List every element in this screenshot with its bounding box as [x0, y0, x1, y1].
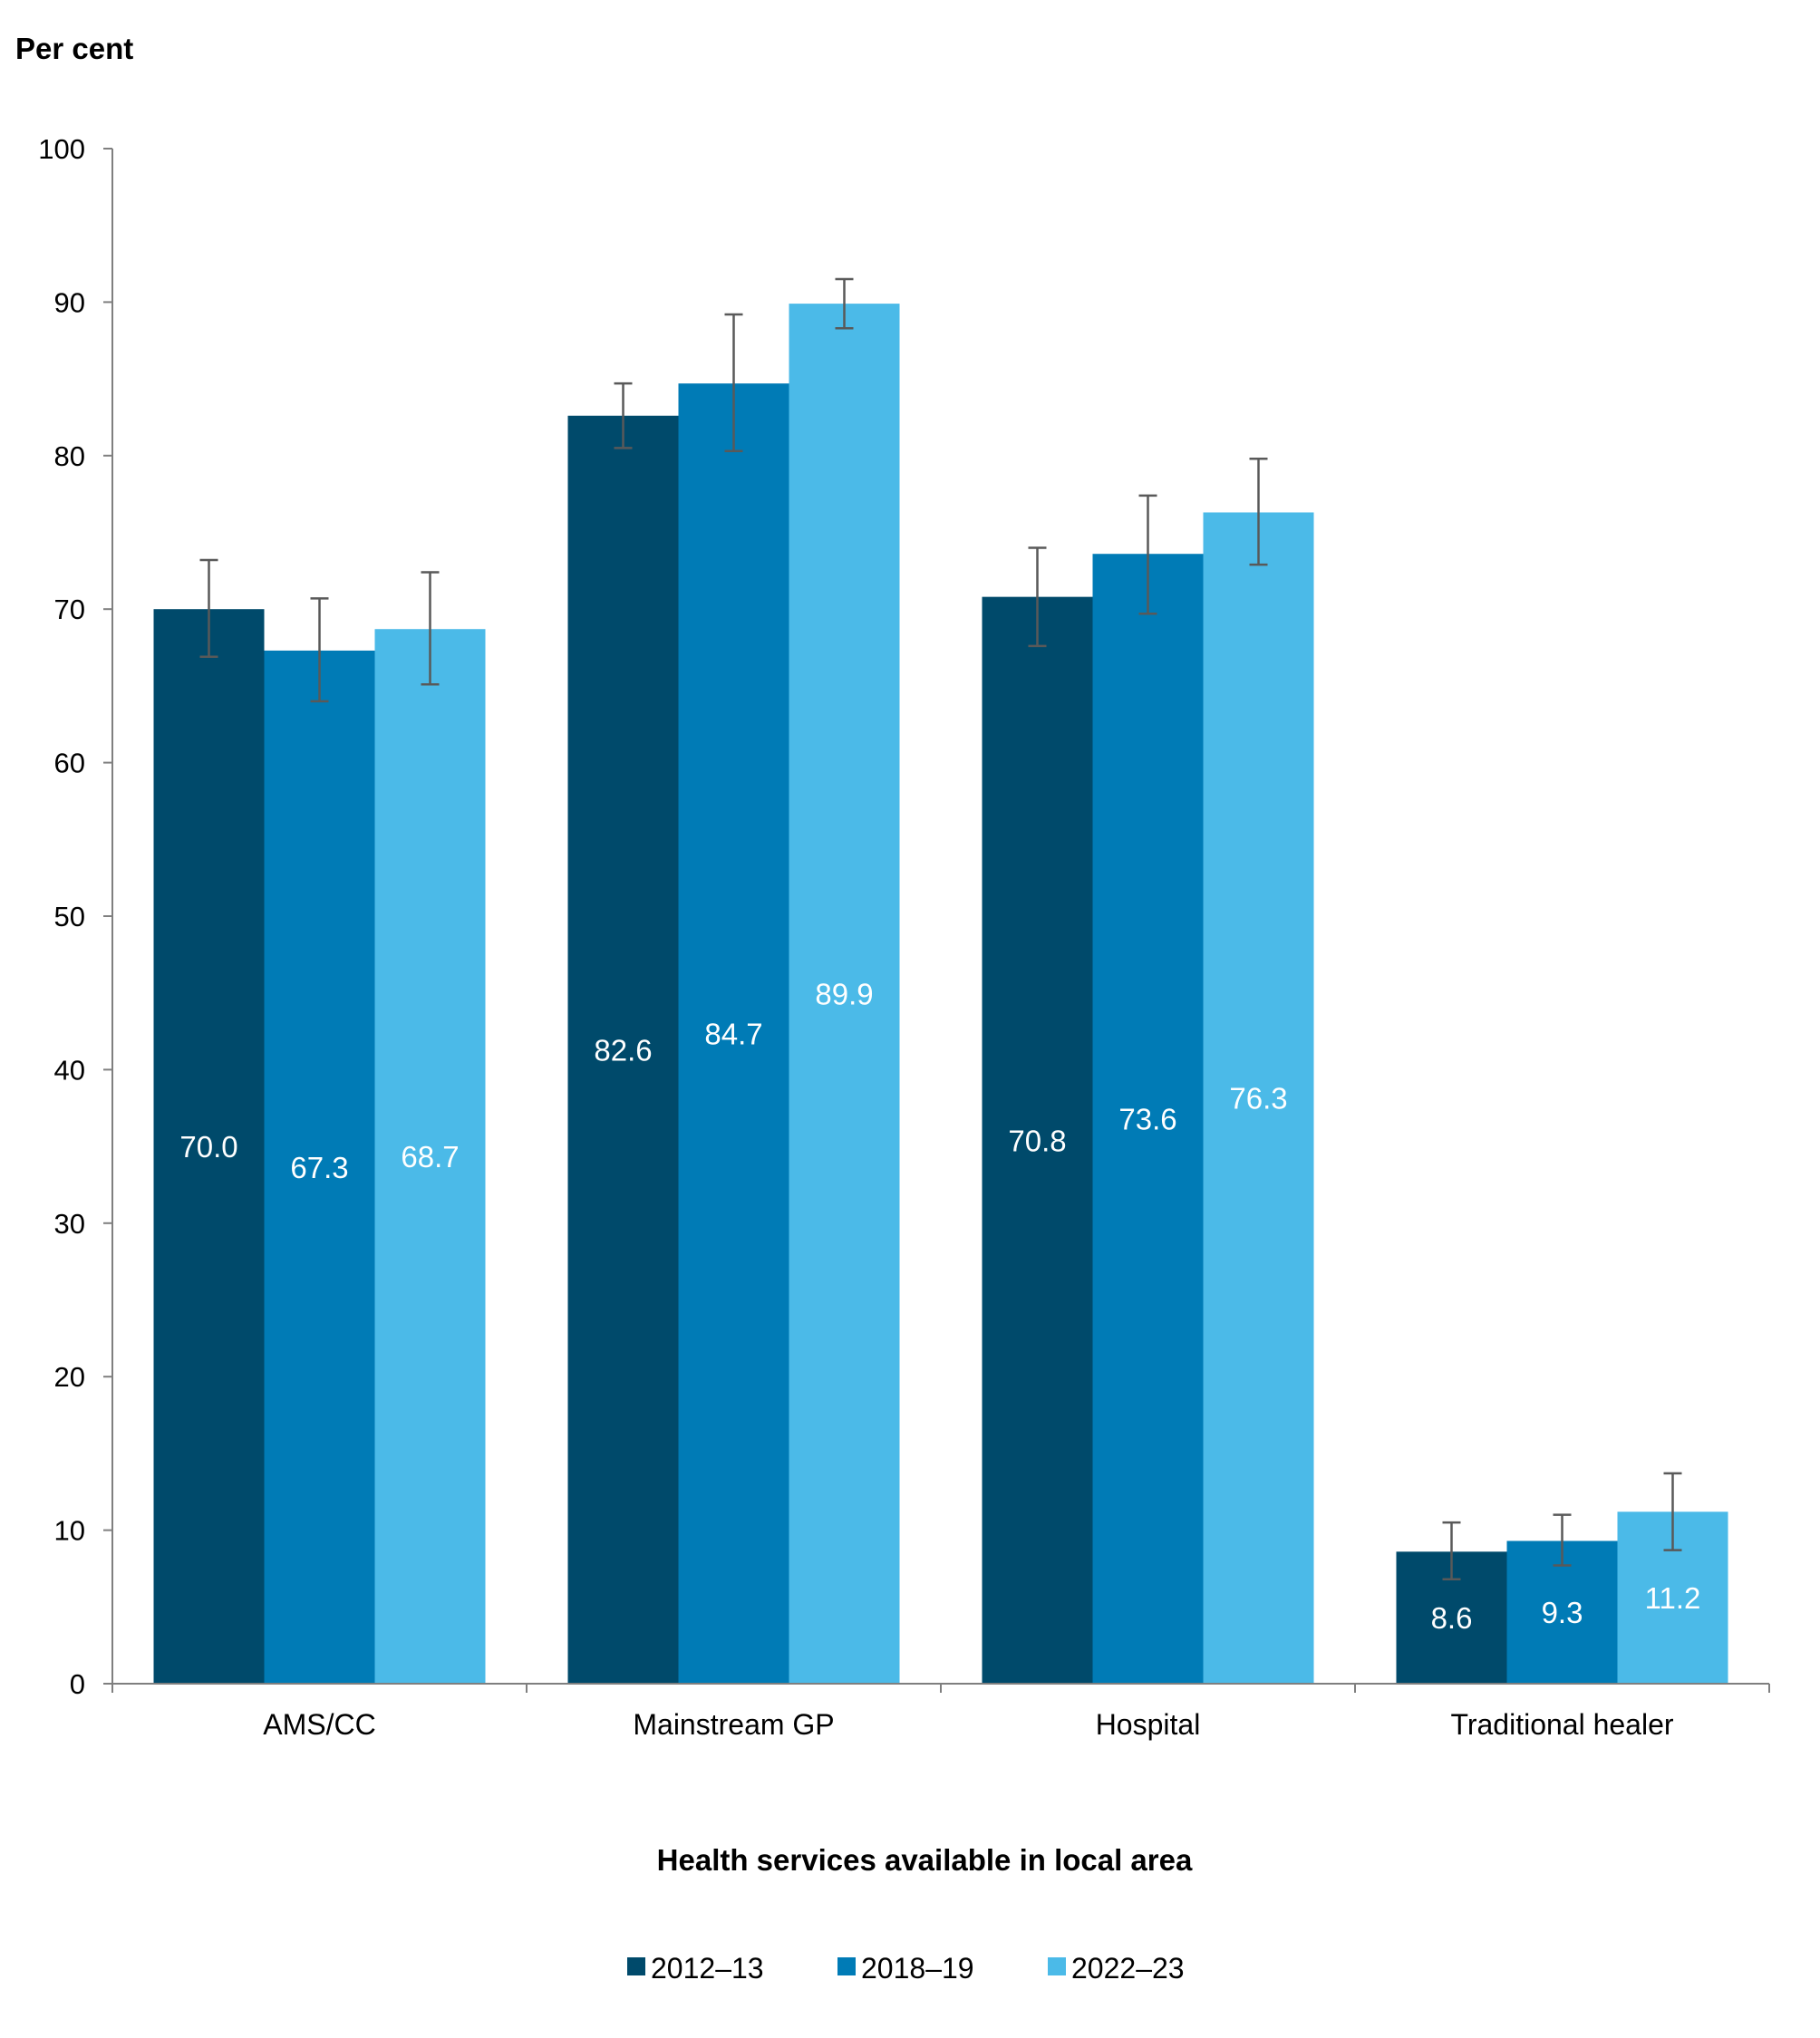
data-label: 68.7 [401, 1140, 459, 1174]
y-tick-label: 30 [54, 1208, 85, 1240]
data-label: 9.3 [1542, 1596, 1583, 1629]
y-tick-label: 10 [54, 1515, 85, 1547]
bar [678, 383, 789, 1684]
data-label: 76.3 [1229, 1082, 1287, 1116]
y-tick-label: 50 [54, 901, 85, 932]
y-axis: 0 10 20 30 40 50 60 70 80 90 100 [38, 133, 113, 1700]
x-tick-label: Traditional healer [1450, 1708, 1673, 1741]
y-tick-label: 70 [54, 594, 85, 625]
y-tick-label: 40 [54, 1054, 85, 1086]
bar [1203, 512, 1314, 1684]
data-label: 8.6 [1431, 1601, 1473, 1635]
legend-swatch [1048, 1957, 1066, 1975]
data-label: 84.7 [704, 1018, 762, 1051]
bars [153, 304, 1728, 1685]
data-label: 67.3 [290, 1151, 348, 1184]
bar [982, 596, 1093, 1685]
x-axis-title: Health services available in local area [657, 1843, 1193, 1877]
bar [1092, 554, 1204, 1684]
y-tick-label: 100 [38, 133, 85, 165]
error-bars [199, 277, 1682, 1581]
y-tick-label: 80 [54, 440, 85, 472]
x-tick-label: Hospital [1096, 1708, 1201, 1741]
data-label: 73.6 [1118, 1103, 1176, 1136]
legend-swatch [837, 1957, 856, 1975]
x-tick-label: AMS/CC [263, 1708, 375, 1741]
bar [264, 650, 375, 1684]
bar [153, 609, 265, 1685]
x-tick-label: Mainstream GP [633, 1708, 834, 1741]
legend: 2012–13 2018–19 2022–23 [627, 1952, 1185, 1985]
legend-label: 2022–23 [1071, 1952, 1185, 1985]
y-tick-label: 90 [54, 286, 85, 318]
y-axis-title: Per cent [15, 32, 133, 65]
data-labels: 70.0 82.6 70.8 8.6 67.3 84.7 73.6 9.3 68.7 89.9 76… [179, 978, 1700, 1636]
bar [789, 304, 900, 1684]
y-tick-label: 20 [54, 1361, 85, 1393]
data-label: 89.9 [815, 978, 873, 1011]
y-tick-label: 0 [70, 1668, 85, 1700]
data-label: 11.2 [1645, 1581, 1701, 1615]
x-axis: AMS/CC Mainstream GP Hospital Traditional h… [111, 1683, 1770, 1741]
y-tick-label: 60 [54, 748, 85, 779]
legend-label: 2012–13 [651, 1952, 764, 1985]
data-label: 82.6 [594, 1033, 652, 1067]
bar [567, 415, 679, 1685]
legend-swatch [627, 1957, 645, 1975]
data-label: 70.8 [1008, 1124, 1066, 1157]
data-label: 70.0 [179, 1130, 237, 1164]
bar [374, 629, 486, 1685]
legend-label: 2018–19 [861, 1952, 974, 1985]
